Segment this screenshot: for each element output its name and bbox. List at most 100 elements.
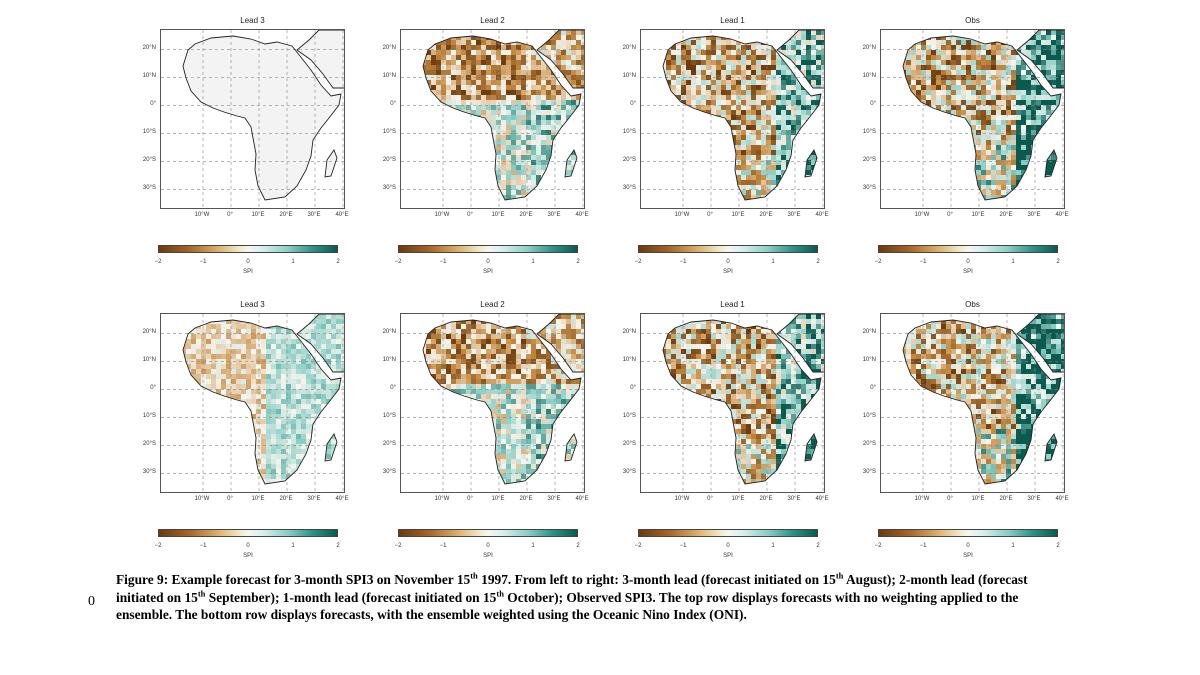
- coastline: [776, 314, 824, 373]
- latitude-label: 10°S: [622, 128, 636, 135]
- colorbar-tick-label: 1: [1011, 543, 1015, 549]
- africa-map-svg: [641, 314, 824, 492]
- latitude-label: 10°N: [622, 356, 636, 363]
- longitude-label: 0°: [947, 212, 953, 218]
- longitude-label: 30°E: [1027, 212, 1041, 218]
- longitude-label: 20°E: [519, 496, 533, 502]
- latitude-label: 0°: [390, 384, 396, 391]
- coastline: [324, 149, 338, 178]
- colorbar-tick-label: 1: [531, 259, 535, 265]
- longitude-label: 20°E: [279, 212, 293, 218]
- caption-text: 1997. From left to right: 3-month lead (…: [477, 572, 836, 587]
- colorbar-tick-label: 0: [246, 543, 250, 549]
- colorbar-tick-label: 1: [291, 259, 295, 265]
- latitude-label: 10°S: [622, 412, 636, 419]
- longitude-label: 0°: [467, 212, 473, 218]
- spi-colorbar: [398, 245, 578, 253]
- colorbar-tick-label: −2: [874, 259, 882, 265]
- longitude-label: 0°: [707, 212, 713, 218]
- longitude-label: 30°E: [547, 212, 561, 218]
- spi-field: [903, 30, 1064, 200]
- latitude-label: 20°N: [862, 44, 876, 51]
- longitude-label: 30°E: [787, 496, 801, 502]
- longitude-label: 10°E: [491, 496, 505, 502]
- longitude-label: 10°E: [251, 496, 265, 502]
- coastline: [564, 149, 578, 178]
- panel-title: Obs: [965, 16, 980, 25]
- colorbar-tick-label: 0: [966, 259, 970, 265]
- colorbar-tick-label: −2: [874, 543, 882, 549]
- colorbar-label: SPI: [723, 269, 733, 275]
- longitude-label: 20°E: [759, 496, 773, 502]
- longitude-label: 40°E: [335, 496, 349, 502]
- colorbar-tick-label: 1: [291, 543, 295, 549]
- land-area: [325, 150, 337, 177]
- colorbar-tick-label: −1: [919, 543, 927, 549]
- colorbar-tick-label: 2: [576, 259, 580, 265]
- map-panel: Lead 2 20°N 10°N 0° 10°S 20°S 30°S 10°W 0° 10°E 20…: [355, 3, 595, 283]
- colorbar-tick-label: 2: [576, 543, 580, 549]
- africa-map-svg: [401, 314, 584, 492]
- caption-superscript: th: [496, 588, 504, 599]
- panel-title: Obs: [965, 300, 980, 309]
- caption-superscript: th: [835, 570, 844, 581]
- coastline: [1044, 433, 1058, 462]
- spi-map: [880, 29, 1065, 209]
- spi-field: [423, 314, 584, 484]
- coastline: [564, 433, 578, 462]
- latitude-label: 20°S: [142, 440, 156, 447]
- colorbar-tick-label: −1: [439, 543, 447, 549]
- coastline: [902, 35, 1062, 201]
- coastline: [776, 30, 824, 89]
- latitude-label: 0°: [630, 384, 636, 391]
- longitude-label: 10°E: [971, 496, 985, 502]
- map-panel: Lead 1 20°N 10°N 0° 10°S 20°S 30°S 10°W 0° 10°E 20…: [595, 287, 835, 567]
- colorbar-tick-label: 0: [966, 543, 970, 549]
- latitude-label: 20°S: [862, 156, 876, 163]
- caption-text: August); 2-month lead (forecast initiate…: [116, 572, 1028, 605]
- colorbar-label: SPI: [243, 553, 253, 559]
- figure-caption: Figure 9: Example forecast for 3-month S…: [116, 571, 1076, 624]
- longitude-label: 30°E: [307, 212, 321, 218]
- latitude-label: 20°S: [622, 440, 636, 447]
- latitude-label: 30°S: [622, 184, 636, 191]
- panel-title: Lead 3: [240, 16, 265, 25]
- coastline: [662, 35, 822, 201]
- latitude-label: 20°S: [382, 440, 396, 447]
- colorbar-label: SPI: [483, 553, 493, 559]
- colorbar-tick-label: 1: [771, 259, 775, 265]
- colorbar-tick-label: −1: [919, 259, 927, 265]
- colorbar-label: SPI: [243, 269, 253, 275]
- latitude-label: 0°: [390, 100, 396, 107]
- latitude-label: 10°N: [142, 356, 156, 363]
- longitude-label: 20°E: [519, 212, 533, 218]
- longitude-label: 10°W: [914, 496, 930, 502]
- longitude-label: 20°E: [759, 212, 773, 218]
- caption-superscript: th: [470, 570, 478, 581]
- longitude-label: 10°W: [194, 496, 210, 502]
- longitude-label: 10°E: [251, 212, 265, 218]
- longitude-label: 0°: [227, 212, 233, 218]
- colorbar-tick-label: −1: [199, 543, 207, 549]
- colorbar-tick-label: 1: [531, 543, 535, 549]
- longitude-label: 10°E: [491, 212, 505, 218]
- latitude-label: 0°: [150, 100, 156, 107]
- panel-title: Lead 1: [720, 16, 745, 25]
- colorbar-label: SPI: [963, 269, 973, 275]
- map-panel: Obs 20°N 10°N 0° 10°S 20°S 30°S 10°W 0° 10°E 20°E 3…: [835, 3, 1075, 283]
- map-panel: Lead 1 20°N 10°N 0° 10°S 20°S 30°S 10°W 0° 10°E 20…: [595, 3, 835, 283]
- spi-field: [663, 30, 824, 200]
- coastline: [296, 314, 344, 373]
- longitude-label: 0°: [467, 496, 473, 502]
- latitude-label: 10°S: [382, 128, 396, 135]
- longitude-label: 10°E: [971, 212, 985, 218]
- latitude-label: 0°: [870, 384, 876, 391]
- colorbar-tick-label: 0: [726, 259, 730, 265]
- spi-map: [880, 313, 1065, 493]
- africa-map-svg: [881, 30, 1064, 208]
- coastline: [536, 30, 584, 89]
- spi-field: [663, 314, 824, 484]
- colorbar-tick-label: −1: [679, 543, 687, 549]
- spi-map: [640, 29, 825, 209]
- caption-superscript: th: [197, 588, 206, 599]
